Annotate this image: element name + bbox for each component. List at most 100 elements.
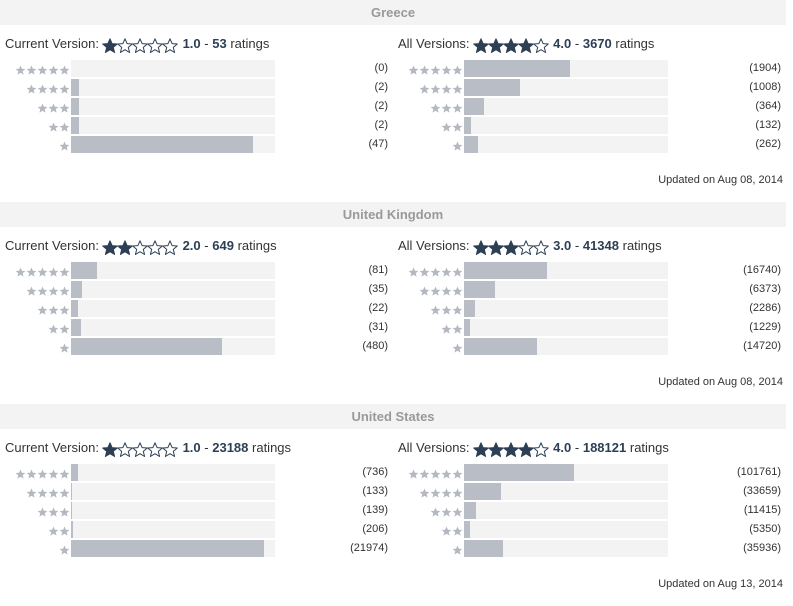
star-small-icon xyxy=(15,267,26,277)
star-small-icon xyxy=(419,65,430,75)
star-small-icon xyxy=(26,65,37,75)
star-empty-icon xyxy=(117,442,133,457)
all-versions-block: All Versions: 3.0 - 41348 ratings (16740)… xyxy=(0,227,793,377)
row-stars xyxy=(26,84,70,94)
star-small-icon xyxy=(59,65,70,75)
star-small-icon xyxy=(419,84,430,94)
rating-bar xyxy=(71,300,275,317)
star-filled-icon xyxy=(487,38,504,53)
star-small-icon xyxy=(26,267,37,277)
rating-row: (1008) xyxy=(0,79,793,98)
rating-bar-fill xyxy=(71,98,79,115)
row-count: (101761) xyxy=(736,466,781,478)
star-small-icon xyxy=(408,267,419,277)
country-section: Greece Current Version: 1.0 - 53 ratings (… xyxy=(0,0,793,202)
star-small-icon xyxy=(37,65,48,75)
rating-summary: All Versions: 4.0 - 188121 ratings xyxy=(398,440,669,458)
version-label: All Versions: xyxy=(398,440,470,455)
rating-row: (364) xyxy=(0,98,793,117)
star-small-icon xyxy=(59,343,70,353)
star-filled-icon xyxy=(472,240,489,255)
rating-count: 3670 xyxy=(582,36,612,51)
rating-bar xyxy=(464,262,668,279)
rating-row: (2) xyxy=(0,79,793,98)
row-stars xyxy=(15,65,70,75)
star-small-icon xyxy=(48,286,59,296)
rating-row: (1229) xyxy=(0,319,793,338)
star-small-icon xyxy=(48,305,59,315)
rating-bar-fill xyxy=(464,319,470,336)
row-count: (139) xyxy=(362,504,388,516)
separator: - xyxy=(574,440,580,455)
ratings-unit: ratings xyxy=(622,238,662,253)
star-small-icon xyxy=(48,324,59,334)
star-small-icon xyxy=(452,488,463,498)
version-label: All Versions: xyxy=(398,36,470,51)
all-versions-block: All Versions: 4.0 - 3670 ratings (1904) (1… xyxy=(0,25,793,175)
rating-bar xyxy=(464,117,668,134)
row-count: (1904) xyxy=(749,62,781,74)
row-count: (5350) xyxy=(749,523,781,535)
rating-bar xyxy=(71,319,275,336)
row-count: (736) xyxy=(362,466,388,478)
updated-date: Updated on Aug 08, 2014 xyxy=(658,376,783,388)
star-empty-icon xyxy=(132,38,148,53)
star-small-icon xyxy=(452,141,463,151)
rating-row: (31) xyxy=(0,319,793,338)
version-label: Current Version: xyxy=(5,36,99,51)
rating-bar-fill xyxy=(464,79,520,96)
row-count: (47) xyxy=(368,138,388,150)
star-small-icon xyxy=(441,507,452,517)
row-stars xyxy=(48,526,70,536)
row-stars xyxy=(59,141,70,151)
star-small-icon xyxy=(419,488,430,498)
rating-bar-fill xyxy=(71,117,79,134)
rating-bar xyxy=(71,79,275,96)
rating-bar-fill xyxy=(71,464,78,481)
average-stars xyxy=(472,442,549,458)
row-stars xyxy=(441,122,463,132)
rating-row: (16740) xyxy=(0,262,793,281)
rating-bar xyxy=(464,502,668,519)
rating-bar xyxy=(464,136,668,153)
updated-date: Updated on Aug 13, 2014 xyxy=(658,578,783,590)
rating-bar-fill xyxy=(464,338,537,355)
rating-bar xyxy=(464,281,668,298)
row-count: (14720) xyxy=(743,340,781,352)
star-filled-icon xyxy=(117,240,133,255)
row-stars xyxy=(430,507,463,517)
rating-bar-fill xyxy=(464,98,484,115)
star-filled-icon xyxy=(517,442,534,457)
star-small-icon xyxy=(37,469,48,479)
rating-bar xyxy=(464,79,668,96)
row-stars xyxy=(59,343,70,353)
star-small-icon xyxy=(59,507,70,517)
row-stars xyxy=(15,267,70,277)
version-label: Current Version: xyxy=(5,440,99,455)
star-small-icon xyxy=(59,103,70,113)
star-small-icon xyxy=(419,286,430,296)
star-filled-icon xyxy=(517,38,534,53)
rating-count: 23188 xyxy=(212,440,249,455)
row-count: (133) xyxy=(362,485,388,497)
rating-bar xyxy=(464,319,668,336)
row-stars xyxy=(48,324,70,334)
rating-row: (0) xyxy=(0,60,793,79)
average-rating: 1.0 xyxy=(182,440,201,455)
rating-bar-fill xyxy=(71,262,97,279)
rating-bar-fill xyxy=(464,521,470,538)
star-filled-icon xyxy=(102,38,118,53)
star-empty-icon xyxy=(517,240,534,255)
row-count: (21974) xyxy=(350,542,388,554)
star-small-icon xyxy=(37,507,48,517)
rating-bar-fill xyxy=(71,521,73,538)
ratings-unit: ratings xyxy=(252,440,292,455)
star-small-icon xyxy=(48,469,59,479)
rating-row: (14720) xyxy=(0,338,793,357)
rating-bar-fill xyxy=(464,464,574,481)
row-stars xyxy=(441,526,463,536)
row-stars xyxy=(430,305,463,315)
row-count: (31) xyxy=(368,321,388,333)
row-stars xyxy=(441,324,463,334)
star-small-icon xyxy=(59,122,70,132)
